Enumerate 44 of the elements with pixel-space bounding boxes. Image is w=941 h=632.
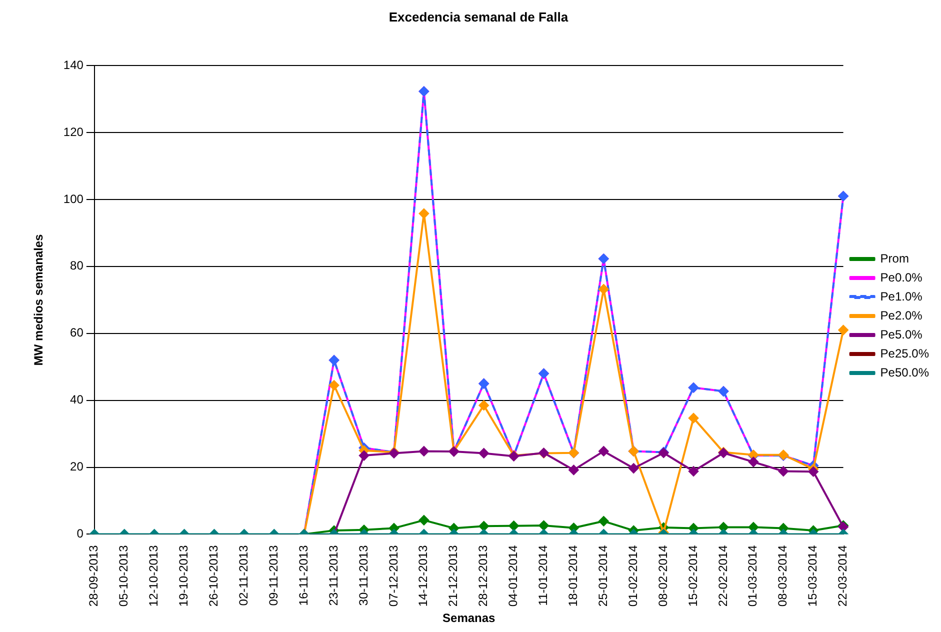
y-tick-label: 100 bbox=[63, 192, 84, 206]
x-tick-label: 26-10-2013 bbox=[206, 544, 221, 607]
legend-label: Pe0.0% bbox=[880, 270, 923, 284]
x-tick-label: 12-10-2013 bbox=[146, 544, 161, 607]
y-axis-title: MW medios semanales bbox=[32, 234, 46, 366]
y-tick-label: 80 bbox=[70, 258, 84, 273]
x-tick-label: 22-02-2014 bbox=[716, 544, 730, 607]
x-tick-label: 21-12-2013 bbox=[446, 544, 460, 607]
x-tick-label: 16-11-2013 bbox=[296, 544, 310, 606]
x-tick-label: 11-01-2014 bbox=[536, 544, 550, 606]
legend-label: Pe2.0% bbox=[880, 308, 923, 322]
x-tick-label: 04-01-2014 bbox=[506, 544, 520, 607]
x-tick-label: 02-11-2013 bbox=[236, 544, 251, 606]
x-tick-label: 09-11-2013 bbox=[266, 544, 280, 606]
x-tick-label: 15-03-2014 bbox=[806, 544, 820, 607]
legend-label: Pe1.0% bbox=[880, 289, 923, 304]
x-tick-label: 23-11-2013 bbox=[326, 544, 340, 606]
x-axis-title: Semanas bbox=[442, 611, 496, 626]
x-tick-label: 28-09-2013 bbox=[86, 544, 101, 607]
x-tick-label: 30-11-2013 bbox=[356, 544, 370, 606]
y-tick-label: 140 bbox=[63, 58, 84, 72]
y-tick-label: 0 bbox=[76, 526, 84, 541]
y-tick-label: 40 bbox=[70, 392, 84, 407]
y-tick-label: 20 bbox=[70, 460, 84, 474]
legend-label: Prom bbox=[880, 251, 909, 266]
x-tick-label: 07-12-2013 bbox=[386, 544, 400, 607]
y-tick-label: 60 bbox=[70, 326, 84, 340]
x-tick-label: 08-03-2014 bbox=[776, 544, 790, 607]
x-tick-label: 25-01-2014 bbox=[596, 544, 610, 607]
x-tick-label: 15-02-2014 bbox=[686, 544, 700, 607]
x-tick-label: 05-10-2013 bbox=[116, 544, 131, 607]
x-tick-label: 28-12-2013 bbox=[476, 544, 490, 607]
legend-label: Pe25.0% bbox=[880, 346, 930, 360]
x-tick-label: 18-01-2014 bbox=[566, 544, 580, 607]
x-tick-label: 14-12-2013 bbox=[416, 544, 430, 607]
x-tick-label: 19-10-2013 bbox=[176, 544, 191, 607]
x-tick-label: 01-02-2014 bbox=[626, 544, 640, 607]
x-tick-label: 22-03-2014 bbox=[836, 544, 850, 607]
legend-label: Pe50.0% bbox=[880, 365, 930, 380]
chart-title: Excedencia semanal de Falla bbox=[388, 9, 569, 24]
y-tick-label: 120 bbox=[63, 124, 84, 139]
x-tick-label: 08-02-2014 bbox=[656, 544, 670, 607]
x-tick-label: 01-03-2014 bbox=[746, 544, 760, 607]
legend-label: Pe5.0% bbox=[880, 327, 923, 342]
